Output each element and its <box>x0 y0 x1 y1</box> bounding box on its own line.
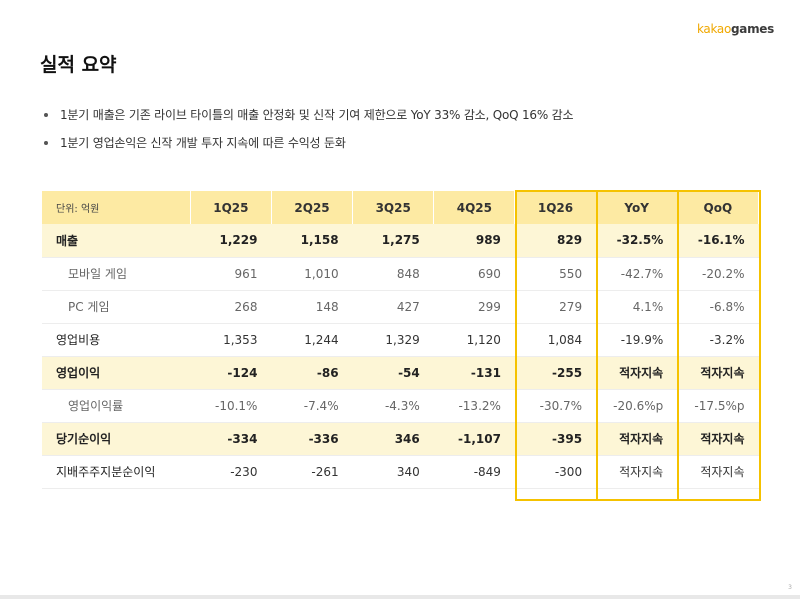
table-cell: -20.6%p <box>596 389 678 423</box>
table-header-row: 단위: 억원 1Q25 2Q25 3Q25 4Q25 1Q26 YoY QoQ <box>42 191 760 224</box>
table-cell: -19.9% <box>596 323 678 357</box>
table-cell: 346 <box>352 422 434 456</box>
table-cell: 적자지속 <box>677 356 759 390</box>
page-title: 실적 요약 <box>40 54 117 76</box>
bullet-revenue: 1분기 매출은 기존 라이브 타이틀의 매출 안정화 및 신작 기여 제한으로 … <box>42 108 574 122</box>
table-cell: -20.2% <box>677 257 759 291</box>
table-row: 영업이익 -124 -86 -54 -131 -255 적자지속 적자지속 <box>42 356 759 390</box>
table-cell: 적자지속 <box>677 455 759 489</box>
table-cell: 적자지속 <box>677 422 759 456</box>
column-header: 3Q25 <box>352 191 435 224</box>
row-label: 당기순이익 <box>42 422 191 456</box>
table-cell: 848 <box>352 257 434 291</box>
table-row: PC 게임 268 148 427 299 279 4.1% -6.8% <box>42 290 759 324</box>
logo-suffix: games <box>731 22 774 36</box>
table-cell: -54 <box>352 356 434 390</box>
row-label: 영업비용 <box>42 323 191 357</box>
table-cell: -30.7% <box>514 389 597 423</box>
column-header: 2Q25 <box>271 191 354 224</box>
table-cell: 1,010 <box>271 257 353 291</box>
table-cell: 340 <box>352 455 434 489</box>
table-row: 매출 1,229 1,158 1,275 989 829 -32.5% -16.1% <box>42 224 759 258</box>
table-cell: -131 <box>433 356 515 390</box>
column-header: QoQ <box>677 191 760 224</box>
summary-bullets: 1분기 매출은 기존 라이브 타이틀의 매출 안정화 및 신작 기여 제한으로 … <box>42 108 574 164</box>
table-cell: -300 <box>514 455 597 489</box>
page-number: 3 <box>788 584 792 591</box>
table-cell: 148 <box>271 290 353 324</box>
table-cell: -6.8% <box>677 290 759 324</box>
table-cell: 690 <box>433 257 515 291</box>
table-row: 모바일 게임 961 1,010 848 690 550 -42.7% -20.2% <box>42 257 759 291</box>
column-header: 4Q25 <box>433 191 516 224</box>
earnings-summary-table: 단위: 억원 1Q25 2Q25 3Q25 4Q25 1Q26 YoY QoQ … <box>42 191 760 489</box>
table-cell: -17.5%p <box>677 389 759 423</box>
table-cell: -395 <box>514 422 597 456</box>
table-cell: -86 <box>271 356 353 390</box>
table-cell: -16.1% <box>677 224 759 258</box>
table-cell: 4.1% <box>596 290 678 324</box>
table-cell: -230 <box>190 455 272 489</box>
table-cell: -10.1% <box>190 389 272 423</box>
table-cell: 279 <box>514 290 597 324</box>
table-row: 당기순이익 -334 -336 346 -1,107 -395 적자지속 적자지속 <box>42 422 759 456</box>
table-cell: -336 <box>271 422 353 456</box>
table-cell: -255 <box>514 356 597 390</box>
table-cell: 1,158 <box>271 224 353 258</box>
table-cell: 299 <box>433 290 515 324</box>
table-cell: 적자지속 <box>596 422 678 456</box>
bullet-operating-profit: 1분기 영업손익은 신작 개발 투자 지속에 따른 수익성 둔화 <box>42 136 573 150</box>
table-cell: 1,275 <box>352 224 434 258</box>
table-cell: 829 <box>514 224 597 258</box>
row-label: 영업이익 <box>42 356 191 390</box>
table-cell: -124 <box>190 356 272 390</box>
table-cell: 1,353 <box>190 323 272 357</box>
table-cell: 1,244 <box>271 323 353 357</box>
column-header: YoY <box>596 191 678 224</box>
table-cell: -4.3% <box>352 389 434 423</box>
table-cell: -3.2% <box>677 323 759 357</box>
row-label: 영업이익률 <box>42 389 191 423</box>
table-cell: 적자지속 <box>596 455 678 489</box>
table-row: 지배주주지분순이익 -230 -261 340 -849 -300 적자지속 적자지속 <box>42 455 759 489</box>
row-label: 매출 <box>42 224 191 258</box>
table-cell: 268 <box>190 290 272 324</box>
logo-prefix: kakao <box>696 22 732 36</box>
kakaogames-logo: kakaogames <box>697 22 774 36</box>
table-cell: -32.5% <box>596 224 678 258</box>
row-label: PC 게임 <box>42 290 191 324</box>
row-label: 지배주주지분순이익 <box>42 455 191 489</box>
table-cell: -1,107 <box>433 422 515 456</box>
table-cell: 적자지속 <box>596 356 678 390</box>
footer-bar <box>0 595 800 599</box>
table-cell: -261 <box>271 455 353 489</box>
unit-label: 단위: 억원 <box>42 191 191 224</box>
row-label: 모바일 게임 <box>42 257 191 291</box>
table-cell: 1,329 <box>352 323 434 357</box>
column-header: 1Q26 <box>514 191 597 224</box>
table-cell: 550 <box>514 257 597 291</box>
table-cell: -334 <box>190 422 272 456</box>
table-cell: -13.2% <box>433 389 515 423</box>
table-row: 영업이익률 -10.1% -7.4% -4.3% -13.2% -30.7% -20.6%p… <box>42 389 759 423</box>
table-cell: -42.7% <box>596 257 678 291</box>
table-cell: -7.4% <box>271 389 353 423</box>
table-cell: 427 <box>352 290 434 324</box>
table-cell: 989 <box>433 224 515 258</box>
table-cell: 1,229 <box>190 224 272 258</box>
column-header: 1Q25 <box>190 191 272 224</box>
table-cell: 961 <box>190 257 272 291</box>
table-cell: 1,084 <box>514 323 597 357</box>
table-cell: 1,120 <box>433 323 515 357</box>
table-cell: -849 <box>433 455 515 489</box>
table-row: 영업비용 1,353 1,244 1,329 1,120 1,084 -19.9% -3.2% <box>42 323 759 357</box>
